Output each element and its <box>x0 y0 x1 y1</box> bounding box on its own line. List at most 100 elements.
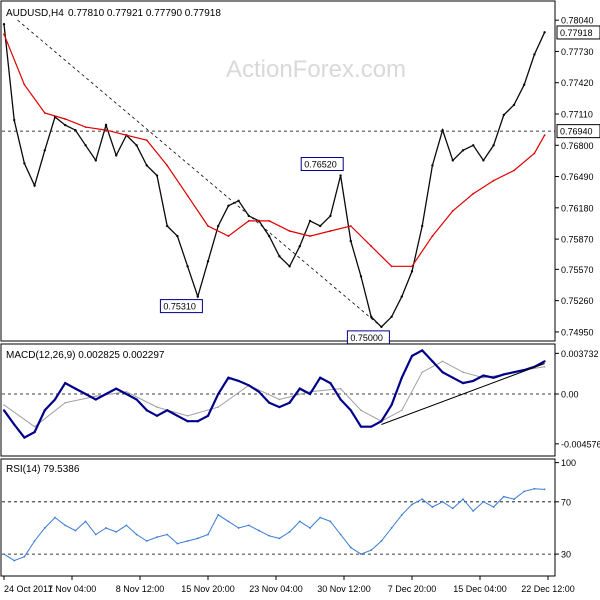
macd-point <box>441 371 444 374</box>
macd-signal-point <box>156 406 158 408</box>
rsi-point <box>105 527 107 529</box>
macd-point <box>400 376 403 379</box>
macd-point <box>227 376 230 379</box>
price-point <box>33 184 36 187</box>
macd-point <box>166 409 169 412</box>
macd-point <box>125 392 128 396</box>
rsi-point <box>227 520 230 523</box>
rsi-point <box>380 540 383 542</box>
x-tick-label: 24 Oct 2017 <box>4 584 53 594</box>
x-tick-label: 15 Nov 20:00 <box>181 584 235 594</box>
macd-signal-series <box>3 360 545 428</box>
moving-average-point <box>105 129 107 132</box>
y-tick-label: 100 <box>561 458 576 468</box>
rsi-point <box>258 529 260 532</box>
y-tick-label: 0.003732 <box>561 349 599 359</box>
price-point <box>227 204 230 208</box>
price-point <box>370 315 373 318</box>
macd-point <box>410 354 414 357</box>
macd-point <box>64 382 67 385</box>
price-point <box>268 234 271 238</box>
moving-average-point <box>492 179 495 182</box>
rsi-point <box>329 520 332 523</box>
trend-line <box>17 19 382 328</box>
price-point <box>512 103 516 107</box>
price-point <box>533 53 536 56</box>
macd-point <box>421 349 424 352</box>
annotation-box <box>300 157 344 172</box>
price-series <box>3 24 546 328</box>
rsi-point <box>3 553 5 555</box>
price-point <box>339 174 342 177</box>
macd-signal-point <box>3 404 5 406</box>
price-point <box>196 295 199 298</box>
rsi-point <box>370 549 373 552</box>
macd-point <box>339 398 342 401</box>
x-tick-label: 1 Nov 04:00 <box>48 584 97 594</box>
rsi-y-axis: 100 70 30 <box>2 458 576 560</box>
macd-point <box>23 436 26 439</box>
rsi-point <box>237 527 240 529</box>
price-point <box>23 162 26 165</box>
moving-average-point <box>3 33 5 36</box>
macd-point <box>84 392 87 396</box>
y-tick-label: 0.74950 <box>561 327 594 337</box>
price-point <box>308 219 312 223</box>
macd-point <box>155 414 159 417</box>
macd-point <box>268 401 271 404</box>
price-point <box>115 154 118 157</box>
macd-signal-point <box>482 376 485 379</box>
x-tick-label: 15 Dec 04:00 <box>453 584 507 594</box>
macd-signal-point <box>543 365 546 368</box>
price-point <box>74 128 77 132</box>
rsi-point <box>513 498 515 501</box>
macd-signal-point <box>125 391 128 393</box>
rsi-point <box>472 510 475 512</box>
macd-signal-point <box>421 371 424 374</box>
price-point <box>492 144 495 147</box>
macd-title: MACD(12,26,9) 0.002825 0.002297 <box>6 350 165 361</box>
moving-average-point <box>309 235 311 237</box>
price-point <box>63 123 67 127</box>
macd-point <box>145 409 148 412</box>
price-point <box>13 118 16 122</box>
macd-point <box>94 398 97 401</box>
y-tick-label: -0.004576 <box>561 439 600 449</box>
annotation-label: 0.75310 <box>163 302 196 312</box>
rsi-point <box>441 500 444 503</box>
ohlc-label: 0.77810 0.77921 0.77790 0.77918 <box>68 8 221 19</box>
rsi-point <box>492 506 495 508</box>
price-point <box>2 23 6 26</box>
macd-point <box>380 420 383 423</box>
moving-average-point <box>370 245 373 248</box>
macd-point <box>186 420 189 423</box>
price-tag-label: 0.77918 <box>560 28 593 38</box>
rsi-point <box>54 516 56 519</box>
rsi-point <box>74 529 77 532</box>
x-tick-label: 8 Nov 12:00 <box>116 584 165 594</box>
price-point <box>145 164 148 167</box>
macd-point <box>329 382 332 385</box>
moving-average-point <box>329 230 332 232</box>
rsi-point <box>135 533 138 536</box>
macd-trend-line <box>381 363 545 425</box>
macd-panel-frame <box>0 343 556 457</box>
moving-average-point <box>543 134 546 137</box>
rsi-point <box>186 540 189 542</box>
macd-point <box>482 374 485 377</box>
macd-point <box>176 414 179 417</box>
rsi-point <box>23 555 26 558</box>
rsi-point <box>207 533 209 536</box>
moving-average-point <box>64 118 67 120</box>
macd-signal-point <box>339 387 342 390</box>
macd-point <box>390 403 393 407</box>
y-tick-label: 0.77730 <box>561 47 594 57</box>
rsi-point <box>533 487 536 490</box>
price-point <box>441 128 444 132</box>
macd-signal-point <box>278 398 281 401</box>
rsi-point <box>94 533 97 536</box>
rsi-point <box>349 546 352 549</box>
macd-point <box>319 376 322 379</box>
price-point <box>390 315 393 318</box>
